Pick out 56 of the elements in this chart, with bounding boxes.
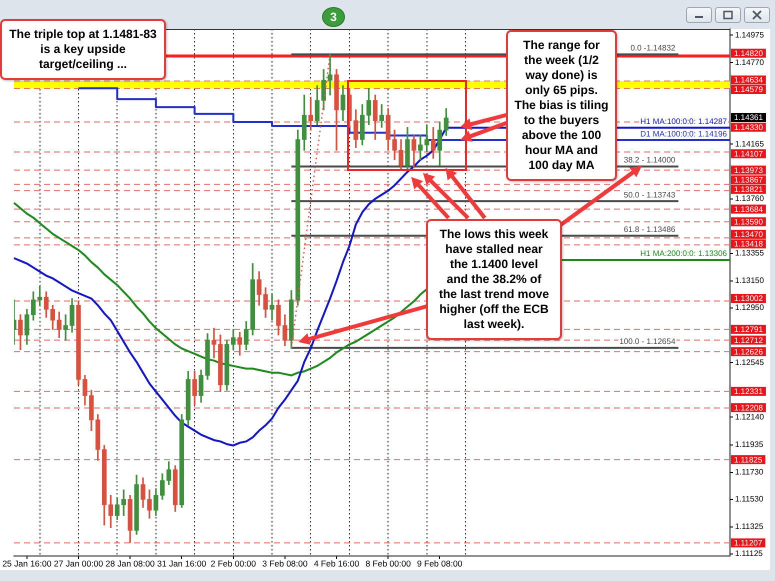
- ref-line-label: 1.13821: [734, 185, 764, 194]
- ref-line-label: 1.12331: [734, 387, 764, 396]
- y-tick-label: 1.14165: [735, 139, 764, 148]
- text: The range for the week (1/2 way done) is only 65 pips. The bias is tiling to the buyers above the 100 hour MA and 100 day MA: [514, 38, 608, 172]
- y-tick-label: 1.12140: [735, 412, 764, 422]
- ref-line-label: 1.12791: [734, 325, 764, 334]
- text: 3: [322, 7, 345, 27]
- y-tick-label: 1.13355: [735, 248, 764, 258]
- y-tick-label: 1.11125: [735, 549, 764, 558]
- ref-line-label: 1.12208: [734, 403, 764, 412]
- y-tick-label: 1.12950: [735, 303, 764, 312]
- series-label: D1 MA:100:0:0: 1.14196: [640, 129, 728, 138]
- annotation: The triple top at 1.1481-83 is a key upside target/ceiling ...: [0, 19, 166, 80]
- ref-line-label: 1.14634: [734, 76, 764, 85]
- y-tick-label: 1.11325: [735, 522, 764, 532]
- ref-line-label: 1.13590: [734, 217, 764, 226]
- ref-line-label: 1.13867: [734, 176, 764, 185]
- series-label: 50.0 - 1.13743: [624, 190, 676, 200]
- series-label: 0.0 -1.14832: [630, 44, 676, 53]
- x-tick-label: 8 Feb 00:00: [365, 558, 412, 568]
- series-label: 100.0 - 1.12654: [619, 337, 676, 346]
- text: 1.14361: [731, 113, 766, 122]
- ref-line-label: 1.14330: [734, 123, 764, 132]
- ref-line-label: 1.14107: [734, 149, 764, 158]
- y-tick-label: 1.11530: [735, 494, 764, 504]
- x-tick-label: 27 Jan 00:00: [54, 558, 104, 568]
- x-tick-label: 31 Jan 16:00: [157, 558, 207, 568]
- series-label: H1 MA:100:0:0: 1.14287: [640, 117, 728, 126]
- ref-line-label: 1.12712: [734, 336, 764, 345]
- ref-line-label: 1.13002: [734, 294, 764, 304]
- ref-line-label: 1.12626: [734, 347, 764, 356]
- x-tick-label: 9 Feb 08:00: [417, 558, 463, 568]
- ref-line-label: 1.14820: [734, 48, 764, 58]
- ref-line-label: 1.13418: [734, 240, 764, 249]
- y-tick-label: 1.11730: [735, 468, 764, 477]
- y-tick-label: 1.13760: [735, 194, 764, 204]
- x-tick-label: 28 Jan 08:00: [106, 558, 155, 568]
- y-tick-label: 1.14975: [735, 30, 764, 40]
- ref-line-label: 1.13684: [734, 204, 764, 214]
- x-tick-label: 3 Feb 08:00: [262, 558, 308, 568]
- ref-line-label: 1.11207: [734, 538, 763, 548]
- ref-line-label: 1.13470: [734, 230, 764, 240]
- ref-line-label: 1.13973: [734, 166, 764, 175]
- series-label: 38.2 - 1.14000: [624, 156, 676, 165]
- series-label: H1 MA:200:0:0: 1.13306: [640, 249, 728, 258]
- annotation: The lows this week have stalled near the 1.1400 level and the 38.2% of the last trend move higher (off the ECB last week).: [426, 219, 562, 340]
- y-tick-label: 1.14770: [735, 58, 764, 67]
- x-tick-label: 25 Jan 16:00: [2, 558, 52, 568]
- y-tick-label: 1.12545: [735, 358, 764, 367]
- x-tick-label: 2 Feb 00:00: [210, 558, 256, 568]
- y-tick-label: 1.11935: [735, 440, 764, 450]
- y-tick-label: 1.13150: [735, 276, 764, 286]
- ref-line-label: 1.14579: [734, 85, 764, 94]
- x-tick-label: 4 Feb 16:00: [314, 558, 360, 568]
- series-label: 61.8 - 1.13486: [624, 224, 676, 234]
- ref-line-label: 1.11825: [734, 455, 763, 464]
